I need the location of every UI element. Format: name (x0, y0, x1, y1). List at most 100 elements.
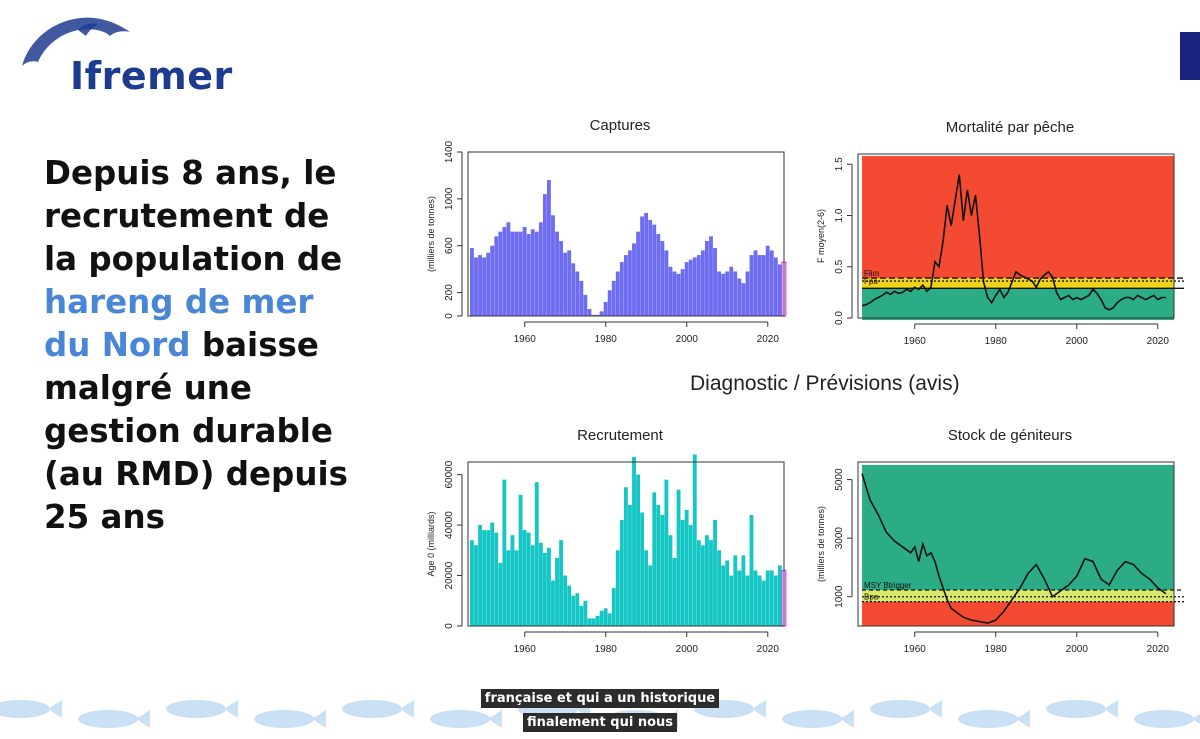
risk-zone (862, 156, 1174, 279)
bar (676, 489, 681, 626)
bar (632, 456, 636, 626)
bar (559, 241, 564, 316)
bar (717, 550, 722, 626)
bar (672, 557, 677, 626)
fish-tail-icon (488, 710, 502, 728)
bar (611, 588, 616, 626)
fish-tail-icon (312, 710, 326, 728)
bar (761, 255, 766, 316)
bar (632, 243, 636, 316)
x-tick-label: 2020 (757, 644, 780, 655)
y-tick-label: 1000 (834, 585, 845, 608)
reference-label: Flim (864, 269, 879, 278)
bar (721, 565, 726, 626)
bar (680, 269, 685, 316)
bar (757, 255, 762, 316)
y-tick-label: 0.0 (834, 311, 845, 325)
bar (567, 585, 572, 626)
bar (498, 231, 503, 316)
y-tick-label: 1.0 (834, 208, 845, 222)
fish-icon (166, 700, 226, 718)
x-tick-label: 2020 (1147, 644, 1170, 655)
bar (470, 540, 474, 626)
bar (741, 555, 746, 626)
plot-box (857, 153, 1175, 319)
fish-icon (254, 710, 314, 728)
bar (700, 250, 705, 316)
bar (656, 234, 661, 316)
bar (696, 255, 701, 316)
bar (777, 565, 782, 626)
bar (478, 255, 482, 316)
bar (470, 248, 474, 316)
bar (636, 231, 640, 316)
fish-icon (342, 700, 402, 718)
bar (680, 520, 685, 626)
bar (486, 530, 491, 626)
bar (713, 520, 717, 626)
fish-tail-icon (928, 700, 942, 718)
fish-icon (782, 710, 842, 728)
fish-tail-icon (1016, 710, 1030, 728)
headline-line: la population de (44, 240, 343, 278)
bar (773, 257, 778, 316)
bar (474, 257, 478, 316)
bar (729, 266, 734, 316)
y-tick-label: 0 (444, 313, 455, 319)
headline-text: baisse (190, 326, 319, 364)
x-tick-label: 2000 (1066, 644, 1089, 655)
fish-icon (78, 710, 138, 728)
bar (591, 618, 596, 626)
bar (567, 250, 572, 316)
bar (709, 540, 713, 626)
bar (563, 252, 568, 316)
bar (510, 231, 515, 316)
captures-chart-svg: Captures(milliers de tonnes)1960 1980 2000… (426, 117, 787, 345)
bar (526, 532, 531, 626)
fish-tail-icon (752, 700, 766, 718)
y-tick-label: 1000 (444, 187, 455, 210)
fish-tail-icon (136, 710, 150, 728)
x-tick-label: 1960 (904, 336, 927, 347)
fish-tail-icon (48, 700, 62, 718)
chart-title: Stock de géniteurs (948, 427, 1072, 444)
dolphin-icon (22, 17, 130, 66)
corner-accent (1180, 32, 1200, 80)
bar (644, 212, 649, 316)
bar (623, 255, 628, 316)
bar (611, 280, 616, 316)
bar (514, 550, 519, 626)
bar (555, 557, 559, 626)
bar (757, 575, 762, 626)
bar (575, 271, 580, 316)
bar (587, 308, 592, 316)
chart-title: Captures (590, 117, 651, 134)
bar (753, 570, 758, 626)
fish-icon (1046, 700, 1106, 718)
bar (583, 600, 588, 626)
bar (668, 535, 673, 626)
bar (652, 224, 657, 316)
bar (599, 610, 604, 626)
spawning-stock-chart-svg: Stock de géniteurs (milliers de tonnes) MS… (816, 427, 1184, 655)
bar (538, 542, 543, 626)
y-tick-label: 60000 (444, 460, 455, 488)
precaution-zone (862, 589, 1174, 602)
fish-tail-icon (400, 700, 414, 718)
plot-box (467, 461, 785, 627)
headline-line: gestion durable (44, 412, 333, 450)
bar (628, 250, 632, 316)
bar (530, 229, 535, 316)
subtitle-line-1: française et qui a un historique (0, 689, 1200, 708)
bar (733, 271, 738, 316)
bar (587, 618, 592, 626)
y-tick-label: 200 (444, 284, 455, 301)
bar (692, 257, 697, 316)
x-tick-label: 2000 (1066, 336, 1089, 347)
y-tick-label: 5000 (834, 468, 845, 491)
bar (628, 504, 632, 626)
bar (551, 215, 555, 316)
safe-zone (862, 288, 1174, 321)
bar (510, 535, 515, 626)
x-tick-label: 1980 (985, 336, 1008, 347)
